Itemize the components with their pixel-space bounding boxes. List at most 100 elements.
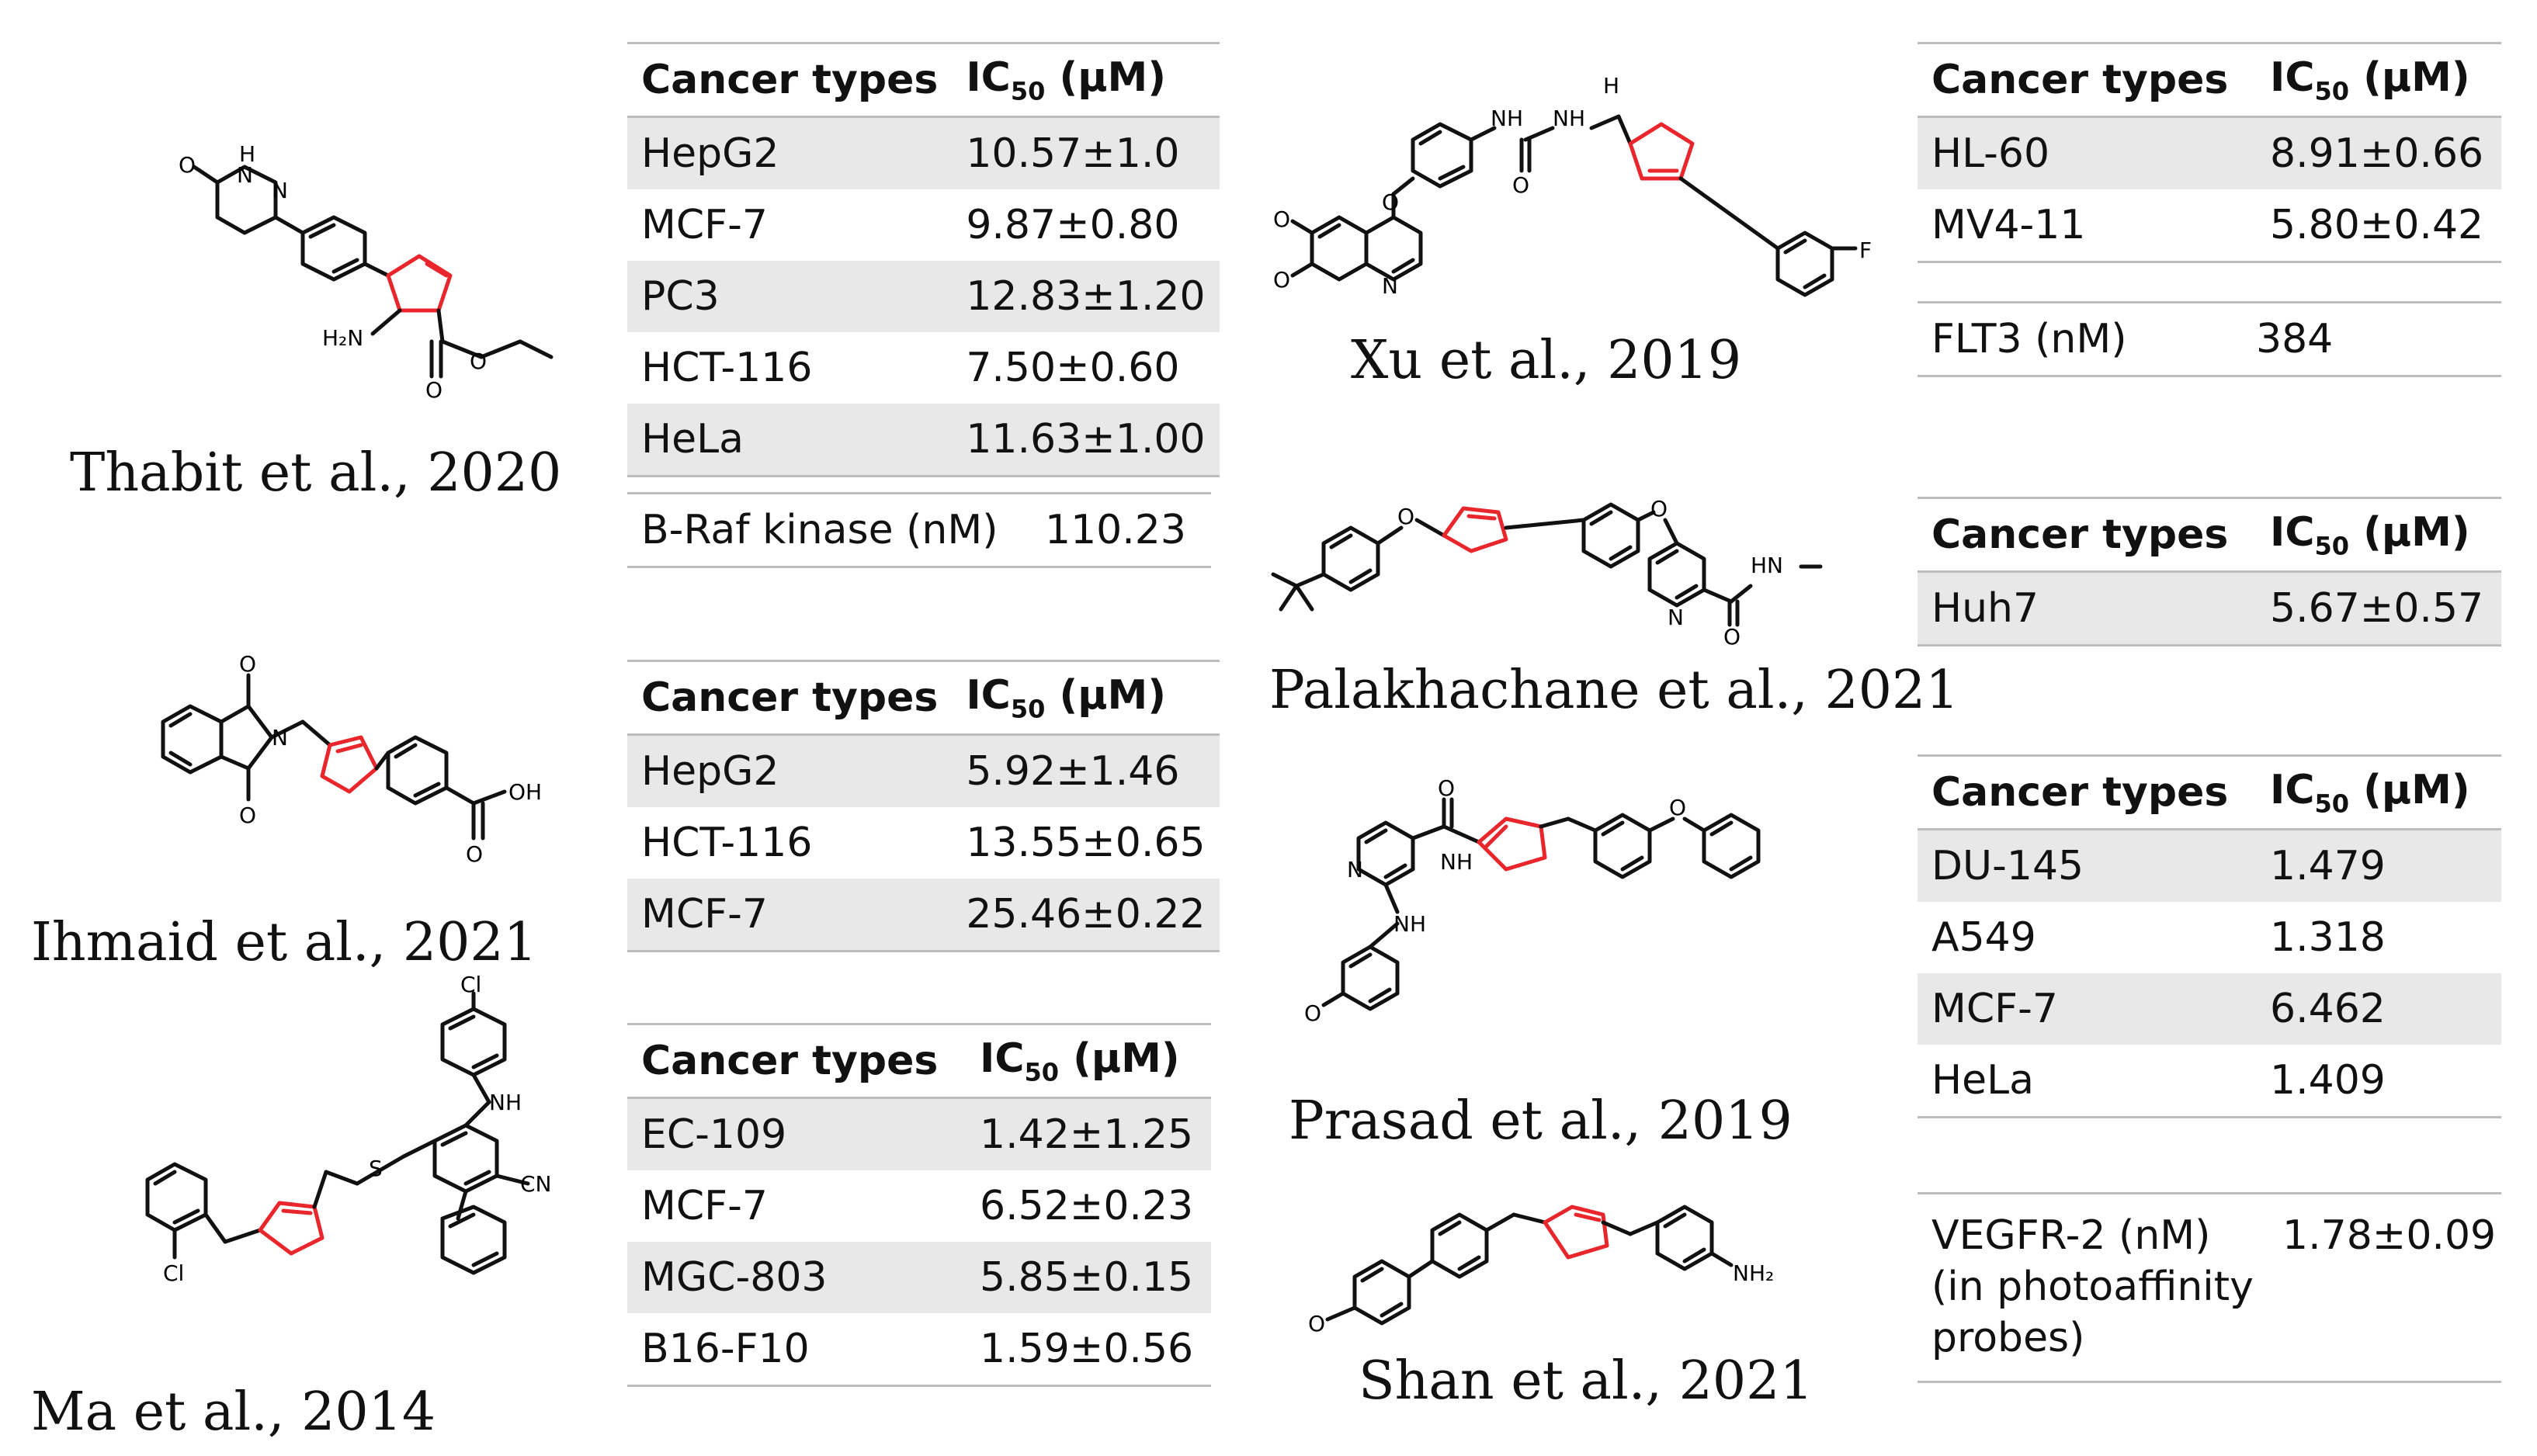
header-cancer-types: Cancer types	[1918, 754, 2256, 830]
xu-structure: O O N O NH O NH H F	[1265, 54, 1910, 318]
atom-nh2: NH₂	[1733, 1260, 1774, 1286]
atom-o: O	[239, 651, 256, 677]
atom-o: O	[1650, 496, 1668, 522]
table-row: MCF-7 6.52±0.23	[641, 1183, 1194, 1229]
table-row: MCF-7 9.87±0.80	[641, 202, 1180, 248]
atom-o: O	[425, 377, 442, 403]
table-row: MCF-7 6.462	[1918, 973, 2501, 1045]
flt3-value: 384	[2256, 316, 2334, 362]
header-ic50: IC50 (µM)	[952, 660, 1220, 736]
vegfr-value: 1.78±0.09	[2282, 1212, 2497, 1259]
flt3-row: FLT3 (nM) 384	[1918, 301, 2501, 377]
header-ic50: IC50 (µM)	[952, 42, 1220, 118]
prasad-ic50-table: Cancer types IC50 (µM) DU-145 1.479 A549 1…	[1918, 754, 2501, 1118]
table-row: MV4-11 5.80±0.42	[1918, 189, 2501, 263]
atom-nh: NH	[1491, 106, 1523, 131]
atom-nh: NH	[1440, 849, 1473, 875]
atom-nh: NH	[1553, 106, 1585, 131]
atom-o: O	[1273, 206, 1290, 232]
citation-ma: Ma et al., 2014	[31, 1381, 436, 1443]
shan-structure: O NH₂	[1304, 1180, 1863, 1336]
table-row: HepG2 5.92±1.46	[627, 734, 1220, 807]
table-row: HCT-116 7.50±0.60	[641, 345, 1180, 391]
atom-h: H	[1603, 73, 1619, 99]
atom-o: O	[1273, 267, 1290, 293]
atom-n: N	[1382, 273, 1398, 299]
atom-h: H	[239, 141, 255, 167]
atom-o: O	[1304, 1000, 1321, 1026]
atom-o: O	[1308, 1311, 1325, 1336]
atom-o: O	[466, 841, 483, 867]
citation-xu: Xu et al., 2019	[1351, 330, 1742, 391]
table-row: B16-F10 1.59±0.56	[627, 1313, 1211, 1387]
table-row: EC-109 1.42±1.25	[627, 1097, 1211, 1170]
table-row: HeLa 1.409	[1918, 1045, 2501, 1118]
header-ic50: IC50 (µM)	[2256, 754, 2501, 830]
atom-n: N	[1347, 857, 1363, 882]
table-row: PC3 12.83±1.20	[627, 261, 1220, 332]
table-row: A549 1.318	[1931, 914, 2386, 961]
vegfr-label: VEGFR-2 (nM)	[1931, 1212, 2211, 1259]
header-cancer-types: Cancer types	[1918, 497, 2256, 573]
atom-cl: Cl	[460, 972, 481, 997]
table-row: MCF-7 25.46±0.22	[627, 879, 1220, 952]
atom-cl: Cl	[163, 1260, 184, 1286]
atom-nh: NH	[489, 1090, 522, 1115]
thabit-ic50-table: Cancer types IC50 (µM) HepG2 10.57±1.0 MC…	[627, 42, 1220, 477]
braf-label: B-Raf kinase (nM)	[641, 507, 998, 553]
table-row: Huh7 5.67±0.57	[1918, 571, 2501, 647]
braf-kinase-row: B-Raf kinase (nM) 110.23	[627, 492, 1211, 568]
thabit-structure: O H N N H₂N O O	[148, 109, 567, 404]
citation-prasad: Prasad et al., 2019	[1289, 1090, 1793, 1152]
xu-ic50-table: Cancer types IC50 (µM) HL-60 8.91±0.66 MV…	[1918, 42, 2501, 263]
atom-o: O	[179, 152, 196, 178]
vegfr-label-note: (in photoaffinity	[1931, 1264, 2254, 1310]
table-row: DU-145 1.479	[1918, 829, 2501, 902]
prasad-structure: O NH N NH O O	[1289, 775, 1879, 1079]
atom-o: O	[1382, 189, 1399, 215]
atom-o: O	[239, 803, 256, 828]
citation-thabit: Thabit et al., 2020	[70, 442, 562, 504]
header-cancer-types: Cancer types	[1918, 42, 2256, 118]
atom-o: O	[1512, 172, 1529, 198]
atom-o: O	[1438, 775, 1455, 801]
vegfr-label-note-2: probes)	[1931, 1315, 2085, 1361]
atom-hn: HN	[1751, 553, 1783, 578]
palakhachane-structure: O O HN N O	[1265, 450, 1902, 652]
atom-nh: NH	[1393, 911, 1426, 937]
ma-ic50-table: Cancer types IC50 (µM) EC-109 1.42±1.25 M…	[627, 1023, 1211, 1387]
ihmaid-structure: O O N OH O	[148, 636, 598, 916]
atom-o: O	[1669, 795, 1686, 820]
citation-shan: Shan et al., 2021	[1359, 1350, 1813, 1412]
atom-o: O	[470, 348, 487, 374]
citation-ihmaid: Ihmaid et al., 2021	[31, 912, 537, 973]
header-cancer-types: Cancer types	[627, 42, 953, 118]
atom-s: S	[369, 1156, 383, 1181]
atom-n: N	[272, 725, 288, 751]
atom-cn: CN	[520, 1171, 552, 1197]
ihmaid-ic50-table: Cancer types IC50 (µM) HepG2 5.92±1.46 HC…	[627, 660, 1220, 952]
flt3-label: FLT3 (nM)	[1931, 316, 2127, 362]
atom-o: O	[1723, 624, 1740, 650]
header-ic50: IC50 (µM)	[966, 1023, 1211, 1099]
atom-n: N	[237, 162, 253, 188]
table-row: HepG2 10.57±1.0	[627, 116, 1220, 189]
atom-f: F	[1859, 237, 1872, 263]
atom-h2n: H₂N	[322, 325, 363, 351]
atom-oh: OH	[508, 779, 542, 805]
table-row: HeLa 11.63±1.00	[627, 404, 1220, 477]
table-row: HL-60 8.91±0.66	[1918, 116, 2501, 189]
header-cancer-types: Cancer types	[627, 1023, 966, 1099]
palakhachane-ic50-table: Cancer types IC50 (µM) Huh7 5.67±0.57	[1918, 497, 2501, 647]
header-ic50: IC50 (µM)	[2256, 42, 2501, 118]
atom-o: O	[1397, 504, 1414, 529]
table-row: HCT-116 13.55±0.65	[641, 820, 1206, 866]
table-row: MGC-803 5.85±0.15	[627, 1242, 1211, 1313]
atom-n: N	[1668, 605, 1684, 630]
ma-structure: Cl NH S CN Cl	[132, 972, 613, 1350]
citation-palakhachane: Palakhachane et al., 2021	[1269, 660, 1959, 721]
header-cancer-types: Cancer types	[627, 660, 953, 736]
braf-value: 110.23	[1045, 507, 1186, 553]
header-ic50: IC50 (µM)	[2256, 497, 2501, 573]
atom-n: N	[272, 178, 288, 203]
